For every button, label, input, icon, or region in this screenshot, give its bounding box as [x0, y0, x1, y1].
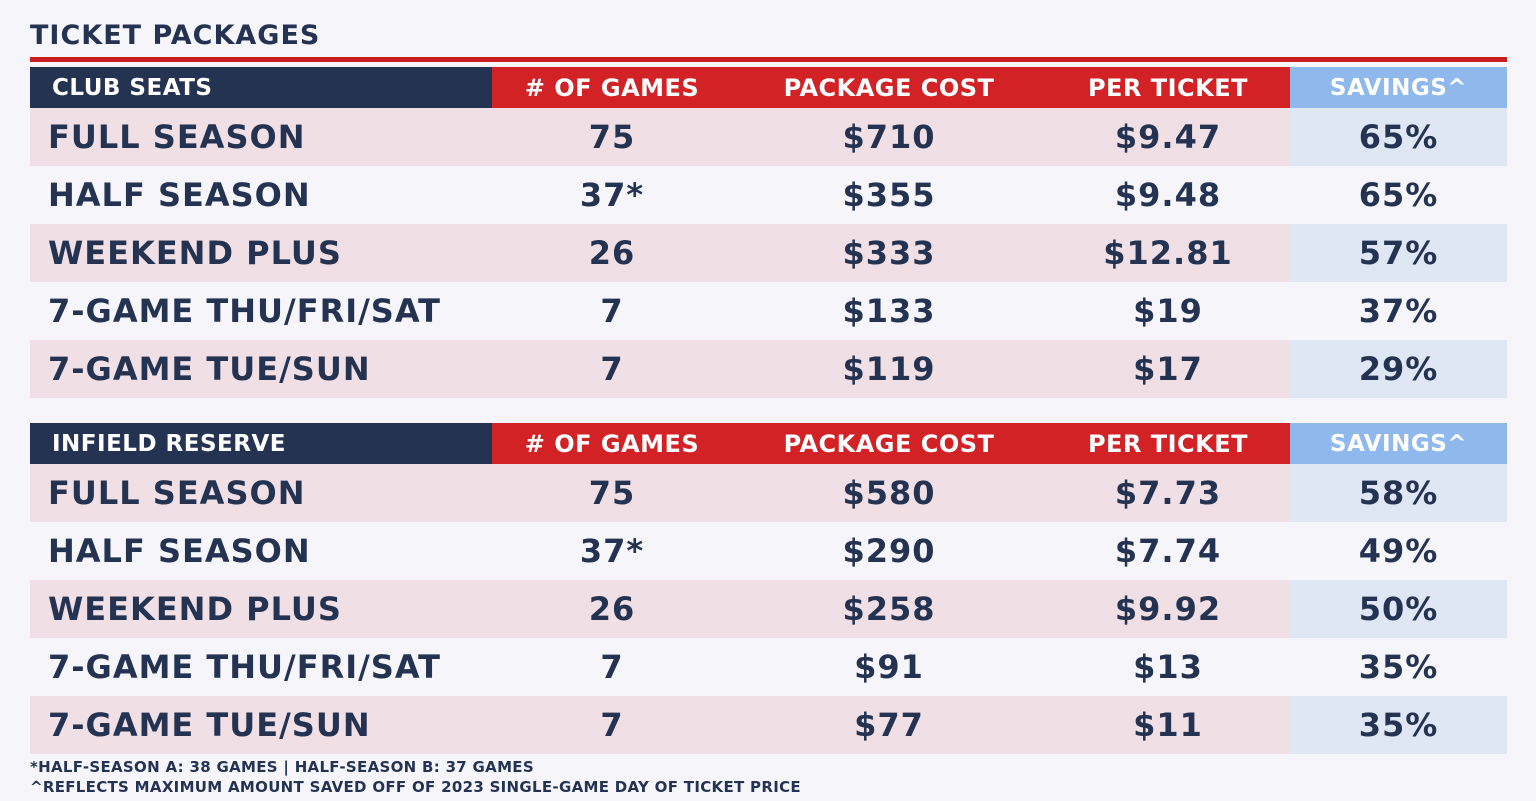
games-count: 7 — [600, 648, 624, 686]
per-ticket-price: $17 — [1133, 350, 1203, 388]
savings-percent: 57% — [1290, 224, 1507, 282]
package-name: WEEKEND PLUS — [48, 590, 342, 628]
games-count: 37* — [579, 532, 645, 570]
title-divider — [30, 57, 1507, 62]
package-cost: $91 — [854, 648, 924, 686]
savings-percent: 29% — [1290, 340, 1507, 398]
per-ticket-price: $12.81 — [1103, 234, 1233, 272]
games-count: 7 — [600, 706, 624, 744]
header-games: # OF GAMES — [492, 423, 732, 464]
games-count: 26 — [588, 590, 636, 628]
package-name: FULL SEASON — [48, 118, 306, 156]
package-cost: $580 — [842, 474, 936, 512]
games-count: 75 — [588, 474, 636, 512]
table-row: 7-GAME THU/FRI/SAT 7 $133 $19 37% — [30, 282, 1507, 340]
savings-percent: 35% — [1290, 638, 1507, 696]
package-name: FULL SEASON — [48, 474, 306, 512]
package-name: 7-GAME TUE/SUN — [48, 350, 371, 388]
package-cost: $77 — [854, 706, 924, 744]
table-row: WEEKEND PLUS 26 $258 $9.92 50% — [30, 580, 1507, 638]
savings-percent: 58% — [1290, 464, 1507, 522]
per-ticket-price: $7.74 — [1114, 532, 1222, 570]
games-count: 75 — [588, 118, 636, 156]
package-cost: $290 — [842, 532, 936, 570]
per-ticket-price: $7.73 — [1114, 474, 1222, 512]
per-ticket-price: $9.92 — [1114, 590, 1222, 628]
header-per-ticket: PER TICKET — [1046, 67, 1290, 108]
games-count: 37* — [579, 176, 645, 214]
table-row: 7-GAME TUE/SUN 7 $77 $11 35% — [30, 696, 1507, 754]
package-cost: $355 — [842, 176, 936, 214]
header-package-cost: PACKAGE COST — [732, 67, 1046, 108]
footnote-half-season: *HALF-SEASON A: 38 GAMES | HALF-SEASON B… — [30, 758, 534, 776]
table-row: HALF SEASON 37* $290 $7.74 49% — [30, 522, 1507, 580]
per-ticket-price: $9.47 — [1114, 118, 1222, 156]
per-ticket-price: $13 — [1133, 648, 1203, 686]
header-package-cost: PACKAGE COST — [732, 423, 1046, 464]
games-count: 7 — [600, 292, 624, 330]
section-title: CLUB SEATS — [30, 67, 492, 108]
header-games: # OF GAMES — [492, 67, 732, 108]
club-seats-table: CLUB SEATS # OF GAMES PACKAGE COST PER T… — [30, 67, 1507, 398]
footnote-savings: ^REFLECTS MAXIMUM AMOUNT SAVED OFF OF 20… — [30, 778, 801, 796]
savings-percent: 65% — [1290, 166, 1507, 224]
savings-percent: 65% — [1290, 108, 1507, 166]
per-ticket-price: $11 — [1133, 706, 1203, 744]
savings-percent: 49% — [1290, 522, 1507, 580]
table-row: FULL SEASON 75 $580 $7.73 58% — [30, 464, 1507, 522]
savings-percent: 50% — [1290, 580, 1507, 638]
header-per-ticket: PER TICKET — [1046, 423, 1290, 464]
package-name: WEEKEND PLUS — [48, 234, 342, 272]
package-name: 7-GAME THU/FRI/SAT — [48, 292, 441, 330]
package-cost: $333 — [842, 234, 936, 272]
package-name: 7-GAME THU/FRI/SAT — [48, 648, 441, 686]
package-cost: $710 — [842, 118, 936, 156]
package-name: HALF SEASON — [48, 176, 311, 214]
table-header: INFIELD RESERVE # OF GAMES PACKAGE COST … — [30, 423, 1507, 464]
footnotes: *HALF-SEASON A: 38 GAMES | HALF-SEASON B… — [30, 757, 801, 797]
per-ticket-price: $19 — [1133, 292, 1203, 330]
package-cost: $133 — [842, 292, 936, 330]
games-count: 26 — [588, 234, 636, 272]
package-name: HALF SEASON — [48, 532, 311, 570]
table-row: WEEKEND PLUS 26 $333 $12.81 57% — [30, 224, 1507, 282]
package-cost: $119 — [842, 350, 936, 388]
table-row: 7-GAME TUE/SUN 7 $119 $17 29% — [30, 340, 1507, 398]
games-count: 7 — [600, 350, 624, 388]
header-savings: SAVINGS^ — [1290, 67, 1507, 108]
header-savings: SAVINGS^ — [1290, 423, 1507, 464]
per-ticket-price: $9.48 — [1114, 176, 1222, 214]
table-row: FULL SEASON 75 $710 $9.47 65% — [30, 108, 1507, 166]
page-title: TICKET PACKAGES — [30, 20, 321, 51]
table-header: CLUB SEATS # OF GAMES PACKAGE COST PER T… — [30, 67, 1507, 108]
section-title: INFIELD RESERVE — [30, 423, 492, 464]
package-cost: $258 — [842, 590, 936, 628]
table-row: HALF SEASON 37* $355 $9.48 65% — [30, 166, 1507, 224]
package-name: 7-GAME TUE/SUN — [48, 706, 371, 744]
savings-percent: 37% — [1290, 282, 1507, 340]
table-row: 7-GAME THU/FRI/SAT 7 $91 $13 35% — [30, 638, 1507, 696]
savings-percent: 35% — [1290, 696, 1507, 754]
infield-reserve-table: INFIELD RESERVE # OF GAMES PACKAGE COST … — [30, 423, 1507, 754]
